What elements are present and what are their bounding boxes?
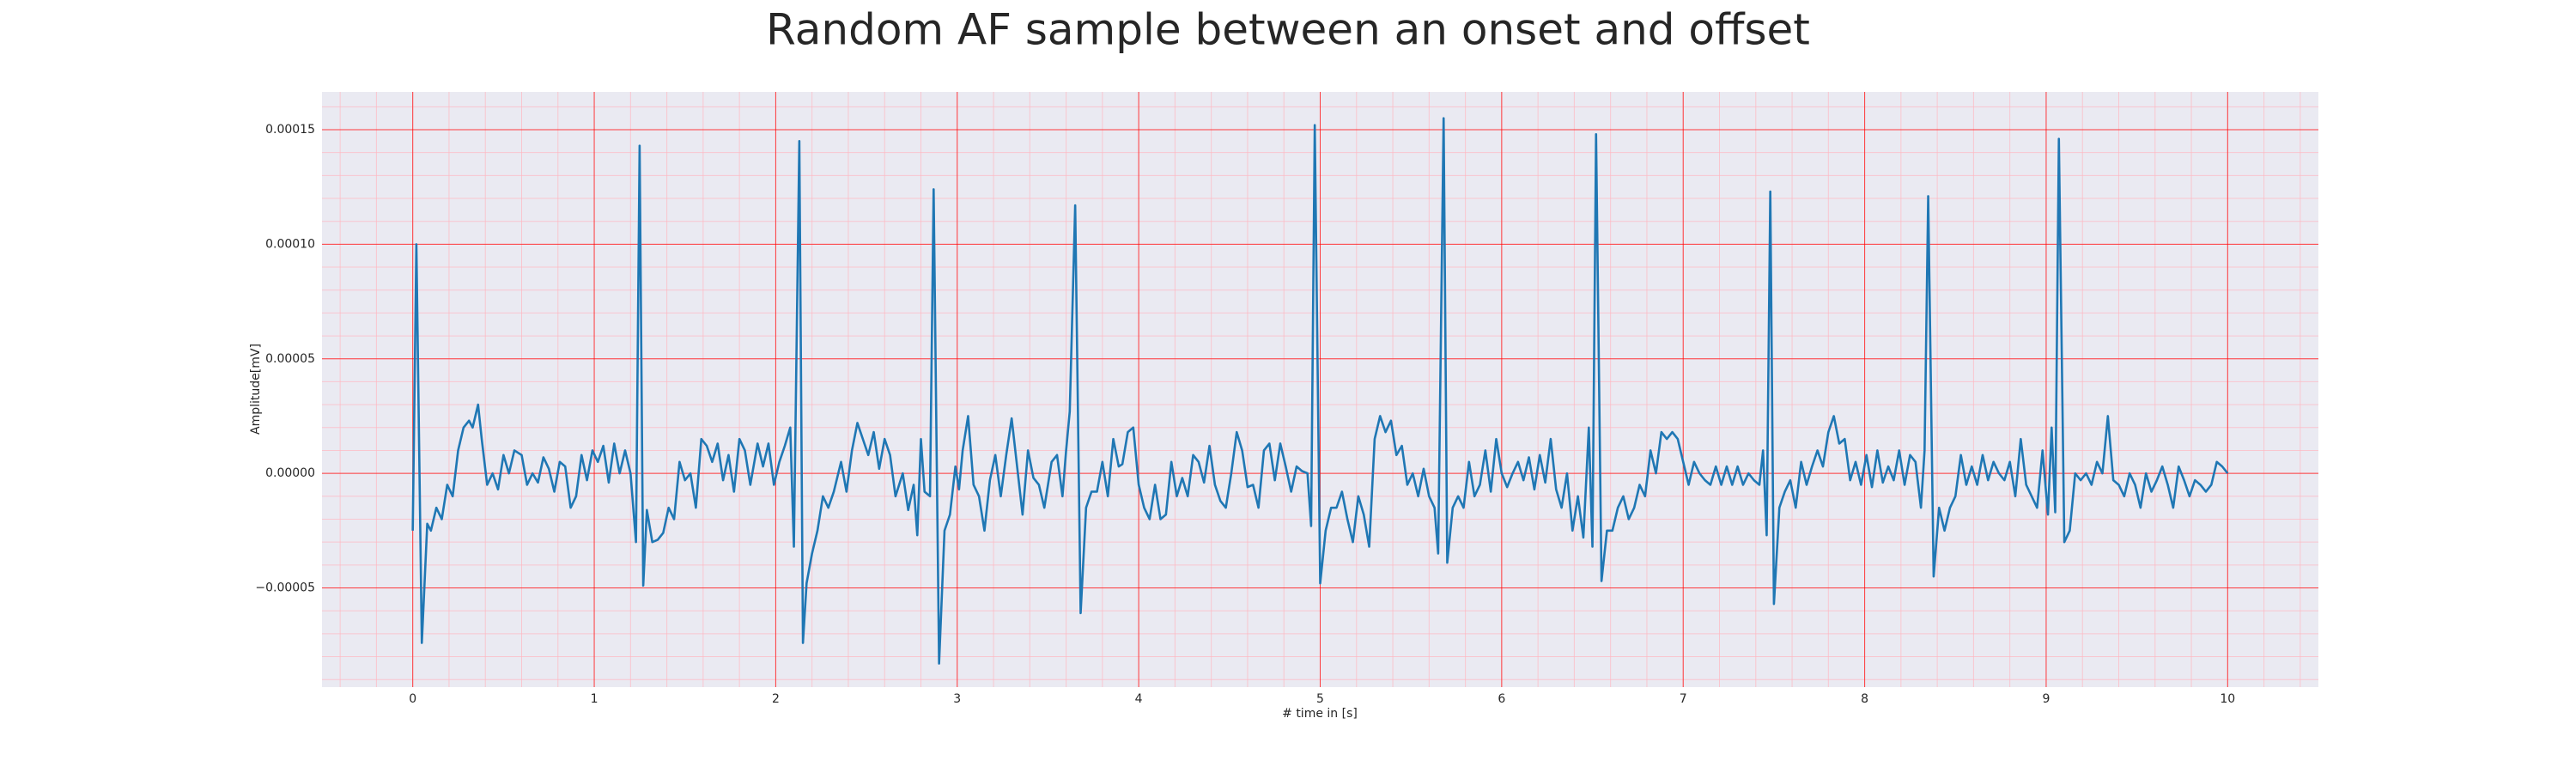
y-tick-label: −0.00005 <box>255 581 315 595</box>
x-tick-label: 10 <box>2220 692 2235 706</box>
y-tick-label: 0.00005 <box>265 352 315 366</box>
y-axis-label: Amplitude[mV] <box>249 344 263 435</box>
signal-line <box>411 117 2229 665</box>
x-tick-label: 1 <box>591 692 598 706</box>
y-tick-label: 0.00010 <box>265 237 315 251</box>
x-tick-label: 5 <box>1316 692 1324 706</box>
x-axis-label: # time in [s] <box>1282 707 1358 721</box>
x-tick-label: 9 <box>2042 692 2050 706</box>
x-tick-label: 7 <box>1680 692 1687 706</box>
x-tick-label: 3 <box>953 692 961 706</box>
x-tick-label: 0 <box>409 692 416 706</box>
y-tick-label: 0.00000 <box>265 466 315 480</box>
y-tick-label: 0.00015 <box>265 123 315 137</box>
x-tick-label: 6 <box>1498 692 1505 706</box>
x-tick-label: 4 <box>1135 692 1143 706</box>
x-tick-label: 8 <box>1861 692 1868 706</box>
chart-title: Random AF sample between an onset and of… <box>766 5 1810 55</box>
x-tick-label: 2 <box>772 692 780 706</box>
